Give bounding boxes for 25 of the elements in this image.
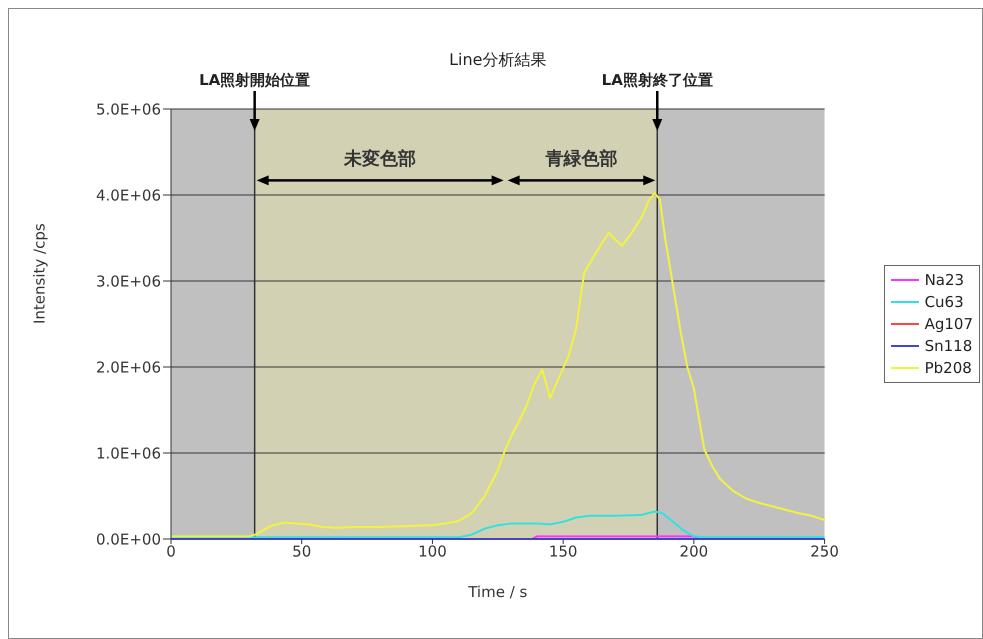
y-axis-title: Intensity /cps xyxy=(30,223,48,324)
chart-title: Line分析結果 xyxy=(449,50,546,69)
legend-label: Sn118 xyxy=(924,336,972,356)
ref-line-label: LA照射開始位置 xyxy=(199,71,310,89)
band-label: 未変色部 xyxy=(343,148,416,170)
legend-label: Ag107 xyxy=(924,314,973,334)
y-tick-label: 0.0E+00 xyxy=(96,530,161,548)
x-tick-label: 200 xyxy=(680,542,708,561)
y-tick-label: 3.0E+06 xyxy=(96,272,161,290)
y-tick-label: 1.0E+06 xyxy=(96,444,161,462)
line-series xyxy=(170,510,826,538)
y-tick-label: 5.0E+06 xyxy=(96,100,161,118)
x-tick-label: 50 xyxy=(292,542,312,561)
legend-label: Cu63 xyxy=(924,292,964,312)
legend-label: Pb208 xyxy=(924,358,972,378)
x-tick-label: 0 xyxy=(166,542,176,561)
x-tick-label: 250 xyxy=(810,542,839,561)
ref-line-label: LA照射終了位置 xyxy=(602,71,713,89)
band-label: 青緑色部 xyxy=(544,148,618,170)
x-tick-label: 150 xyxy=(548,542,578,561)
y-tick-label: 4.0E+06 xyxy=(96,186,161,204)
y-tick-label: 2.0E+06 xyxy=(96,358,161,376)
x-tick-label: 100 xyxy=(418,542,447,561)
x-axis-title: Time / s xyxy=(467,583,528,601)
legend-label: Na23 xyxy=(924,270,964,290)
